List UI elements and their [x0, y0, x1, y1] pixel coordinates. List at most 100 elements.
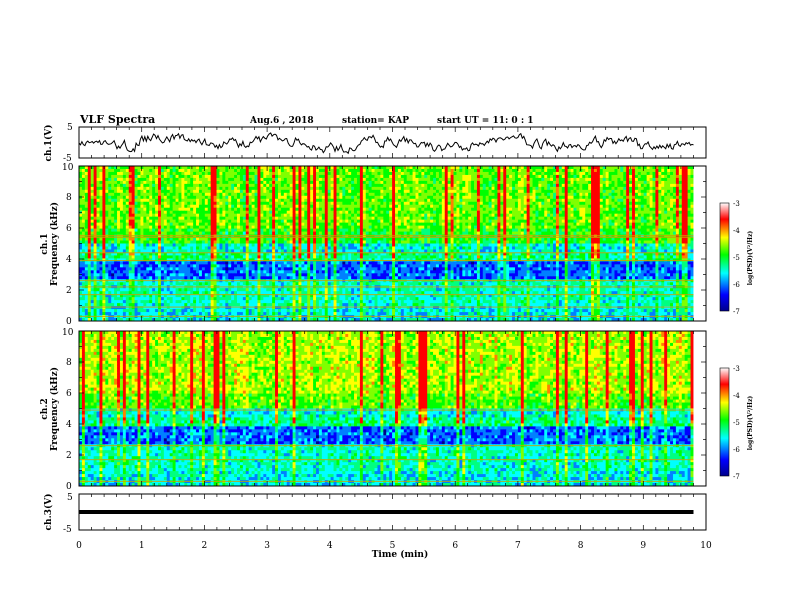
spectrogram-cell	[237, 234, 241, 238]
spectrogram-cell	[228, 192, 232, 197]
spectrogram-cell	[327, 228, 332, 232]
spectrogram-cell	[678, 174, 683, 179]
spectrogram-cell	[474, 204, 478, 209]
spectrogram-cell	[409, 189, 413, 194]
spectrogram-cell	[125, 189, 130, 194]
spectrogram-cell	[643, 171, 648, 176]
spectrogram-cell	[415, 168, 419, 173]
spectrogram-cell	[553, 204, 557, 209]
spectrogram-cell	[231, 186, 235, 191]
spectrogram-cell	[459, 180, 463, 185]
spectrogram-cell	[163, 198, 168, 203]
spectrogram-cell	[213, 222, 217, 227]
spectrogram-cell	[339, 171, 343, 176]
spectrogram-cell	[678, 216, 683, 221]
spectrogram-cell	[415, 174, 419, 179]
spectrogram-cell	[497, 168, 501, 173]
spectrogram-cell	[128, 228, 133, 232]
spectrogram-cell	[280, 219, 285, 224]
spectrogram-cell	[152, 180, 156, 185]
spectrogram-cell	[336, 177, 340, 182]
spectrogram-cell	[213, 166, 217, 170]
spectrogram-cell	[342, 213, 346, 218]
spectrogram-cell	[529, 171, 533, 176]
spectrogram-cell	[316, 186, 320, 191]
spectrogram-cell	[307, 189, 311, 194]
spectrogram-cell	[307, 177, 311, 182]
spectrogram-cell	[585, 166, 589, 170]
spectrogram-cell	[128, 180, 133, 185]
spectrogram-cell	[108, 219, 112, 224]
spectrogram-cell	[474, 201, 478, 206]
spectrogram-cell	[310, 180, 314, 185]
spectrogram-cell	[503, 234, 507, 238]
spectrogram-cell	[280, 201, 285, 206]
spectrogram-cell	[395, 216, 399, 221]
spectrogram-cell	[623, 166, 627, 170]
spectrogram-cell	[649, 201, 653, 206]
spectrogram-cell	[166, 174, 171, 179]
spectrogram-cell	[550, 198, 554, 203]
spectrogram-cell	[634, 201, 639, 206]
spectrogram-cell	[201, 219, 206, 224]
spectrogram-cell	[210, 183, 214, 188]
spectrogram-cell	[690, 166, 694, 170]
spectrogram-cell	[368, 228, 372, 232]
spectrogram-cell	[421, 228, 425, 232]
spectrogram-cell	[608, 228, 612, 232]
spectrogram-cell	[225, 210, 229, 215]
spectrogram-cell	[289, 207, 293, 212]
spectrogram-cell	[169, 180, 174, 185]
spectrogram-cell	[119, 207, 124, 212]
spectrogram-cell	[690, 225, 694, 229]
spectrogram-cell	[564, 171, 569, 176]
spectrogram-cell	[184, 213, 188, 218]
spectrogram-cell	[289, 195, 293, 200]
spectrogram-cell	[283, 180, 288, 185]
spectrogram-cell	[184, 186, 188, 191]
spectrogram-cell	[438, 228, 443, 232]
spectrogram-cell	[336, 189, 340, 194]
spectrogram-cell	[295, 204, 299, 209]
spectrogram-cell	[239, 207, 244, 212]
spectrogram-cell	[593, 166, 598, 170]
spectrogram-cell	[582, 204, 586, 209]
spectrogram-cell	[468, 189, 472, 194]
spectrogram-cell	[579, 219, 583, 224]
spectrogram-cell	[550, 234, 554, 238]
spectrogram-cell	[275, 166, 279, 170]
spectrogram-cell	[488, 213, 492, 218]
spectrogram-cell	[134, 225, 138, 229]
spectrogram-cell	[427, 228, 431, 232]
spectrogram-cell	[166, 231, 171, 235]
spectrogram-cell	[614, 168, 618, 173]
spectrogram-cell	[365, 180, 370, 185]
spectrogram-cell	[453, 222, 457, 227]
spectrogram-cell	[149, 171, 153, 176]
spectrogram-cell	[163, 228, 168, 232]
spectrogram-cell	[500, 198, 504, 203]
spectrogram-cell	[163, 183, 168, 188]
spectrogram-cell	[479, 228, 484, 232]
spectrogram-cell	[620, 201, 624, 206]
spectrogram-cell	[254, 174, 258, 179]
spectrogram-cell	[87, 219, 92, 224]
spectrogram-cell	[263, 219, 267, 224]
spectrogram-cell	[137, 177, 141, 182]
spectrogram-cell	[356, 216, 361, 221]
spectrogram-cell	[497, 192, 501, 197]
spectrogram-cell	[269, 207, 273, 212]
spectrogram-cell	[520, 180, 525, 185]
spectrogram-cell	[526, 171, 531, 176]
spectrogram-cell	[336, 207, 340, 212]
spectrogram-cell	[509, 213, 513, 218]
spectrogram-cell	[193, 207, 197, 212]
spectrogram-cell	[585, 210, 589, 215]
spectrogram-cell	[412, 213, 416, 218]
spectrogram-cell	[632, 168, 636, 173]
spectrogram-cell	[348, 180, 352, 185]
spectrogram-cell	[550, 192, 554, 197]
spectrogram-cell	[500, 174, 504, 179]
spectrogram-cell	[196, 183, 200, 188]
spectrogram-cell	[588, 204, 592, 209]
